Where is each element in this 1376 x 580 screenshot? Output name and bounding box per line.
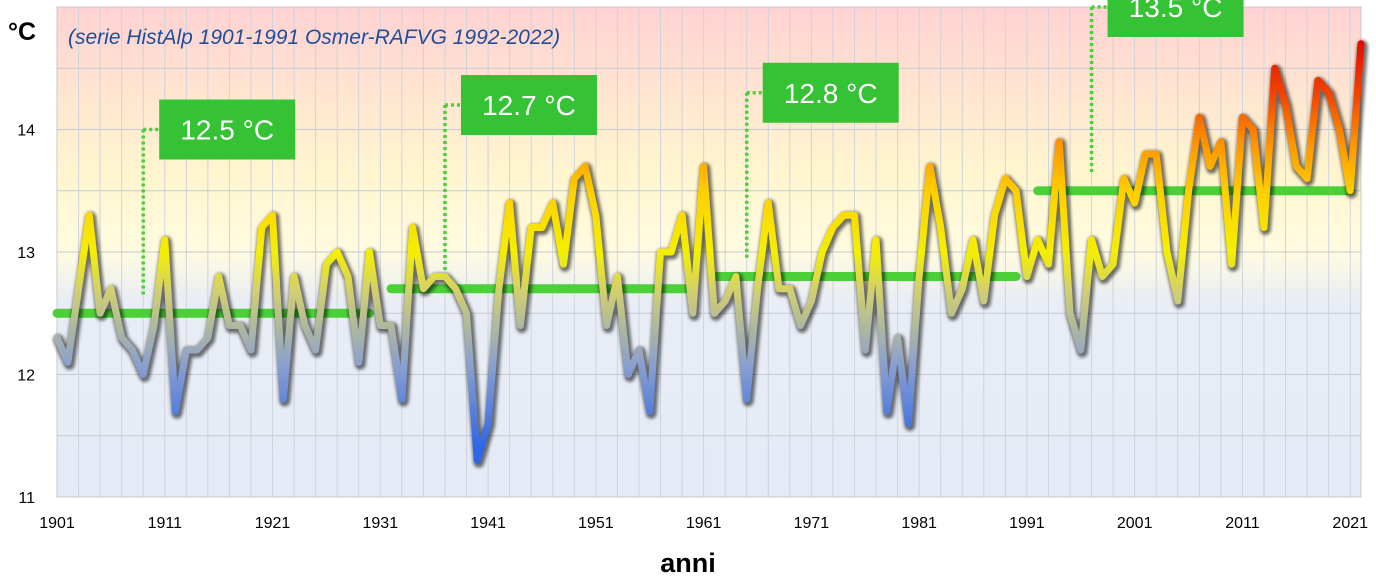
x-tick-label: 1901 bbox=[39, 515, 75, 532]
x-tick-label: 1971 bbox=[794, 515, 830, 532]
x-tick-label: 1931 bbox=[363, 515, 399, 532]
average-label-box bbox=[159, 99, 296, 160]
x-tick-label: 1921 bbox=[255, 515, 291, 532]
y-tick-labels: 11 12 13 14 bbox=[17, 123, 35, 508]
x-tick-label: 2011 bbox=[1225, 515, 1260, 532]
x-tick-labels: 1901 1911 1921 1931 1941 1951 1961 1971 1981 1991… bbox=[39, 515, 1368, 532]
x-tick-label: 1951 bbox=[578, 515, 614, 532]
average-label-box bbox=[1107, 0, 1244, 37]
x-axis-title: anni bbox=[660, 548, 716, 578]
x-tick-label: 1941 bbox=[470, 515, 506, 532]
y-axis-unit: °C bbox=[8, 18, 36, 46]
y-tick-label: 12 bbox=[17, 368, 35, 385]
average-label: 13.5 °C bbox=[1129, 0, 1223, 23]
average-label: 12.5 °C bbox=[180, 115, 274, 146]
average-label: 12.8 °C bbox=[784, 78, 878, 109]
y-tick-label: 11 bbox=[18, 490, 35, 507]
chart-subtitle: (serie HistAlp 1901-1991 Osmer-RAFVG 199… bbox=[68, 26, 560, 49]
x-tick-label: 1911 bbox=[148, 515, 183, 532]
temperature-series bbox=[53, 40, 1368, 468]
x-tick-label: 1961 bbox=[686, 515, 722, 532]
average-label-box bbox=[460, 75, 597, 135]
x-tick-label: 2001 bbox=[1117, 515, 1153, 532]
average-label-box bbox=[762, 62, 899, 123]
y-tick-label: 14 bbox=[17, 123, 35, 140]
x-tick-label: 2021 bbox=[1332, 515, 1368, 532]
x-tick-label: 1991 bbox=[1009, 515, 1045, 532]
x-tick-label: 1981 bbox=[901, 515, 937, 532]
y-tick-label: 13 bbox=[17, 245, 35, 262]
average-callouts: 12.5 °C 12.7 °C 12.8 °C 13.5 °C bbox=[141, 0, 1244, 295]
series-line bbox=[53, 40, 1365, 464]
average-label: 12.7 °C bbox=[482, 90, 576, 121]
